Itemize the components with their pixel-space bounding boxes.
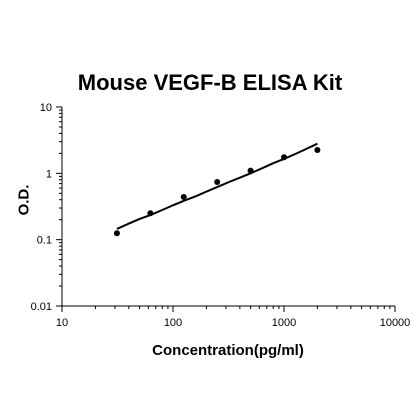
chart-title: Mouse VEGF-B ELISA Kit [77,70,343,95]
x-tick-label: 100 [164,317,182,329]
data-point [113,230,120,237]
y-tick-label: 10 [40,102,52,114]
data-point [314,146,321,153]
x-axis-label: Concentration(pg/ml) [152,342,304,359]
y-tick-label: 0.01 [31,301,52,313]
data-point [281,154,287,161]
x-tick-label: 10 [56,317,68,329]
y-tick-label: 1 [46,168,52,180]
x-tick-label: 10000 [380,317,411,329]
data-point [247,167,254,174]
y-tick-label: 0.1 [37,235,52,247]
fit-curve-line [116,142,318,230]
data-point [214,179,221,186]
data-point [147,210,154,217]
data-point [180,193,187,200]
x-tick-label: 1000 [272,317,296,329]
